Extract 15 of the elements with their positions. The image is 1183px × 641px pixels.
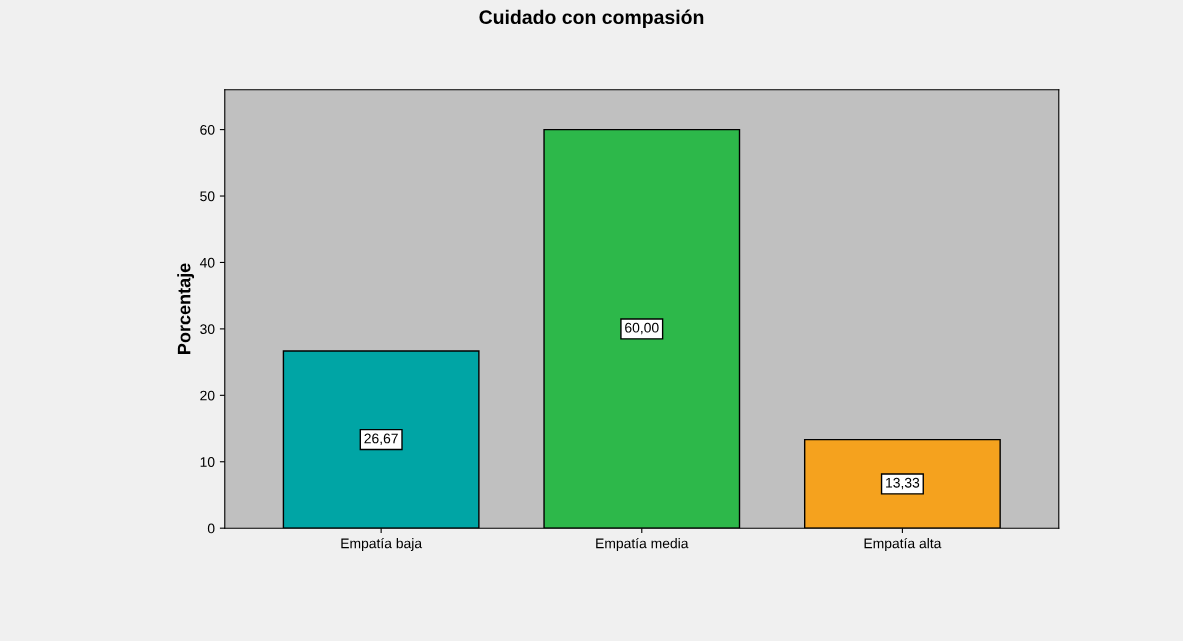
- y-tick-label: 60: [200, 124, 215, 135]
- y-tick-label: 10: [200, 457, 215, 467]
- data-label: 60,00: [625, 322, 659, 335]
- chart-title: Cuidado con compasión: [479, 9, 704, 28]
- data-label: 13,33: [886, 477, 920, 490]
- y-tick-label: 40: [199, 257, 215, 268]
- y-axis-title: Porcentaje: [177, 263, 195, 354]
- data-label: 26,67: [364, 433, 398, 445]
- y-tick-label: 30: [200, 324, 215, 335]
- y-tick-label: 50: [200, 191, 215, 202]
- y-tick-label: 0: [207, 523, 215, 534]
- x-tick-label: Empatía media: [596, 537, 689, 552]
- x-tick-label: Empatía alta: [864, 537, 942, 552]
- y-tick-label: 20: [200, 390, 215, 401]
- x-tick-label: Empatía baja: [341, 537, 423, 552]
